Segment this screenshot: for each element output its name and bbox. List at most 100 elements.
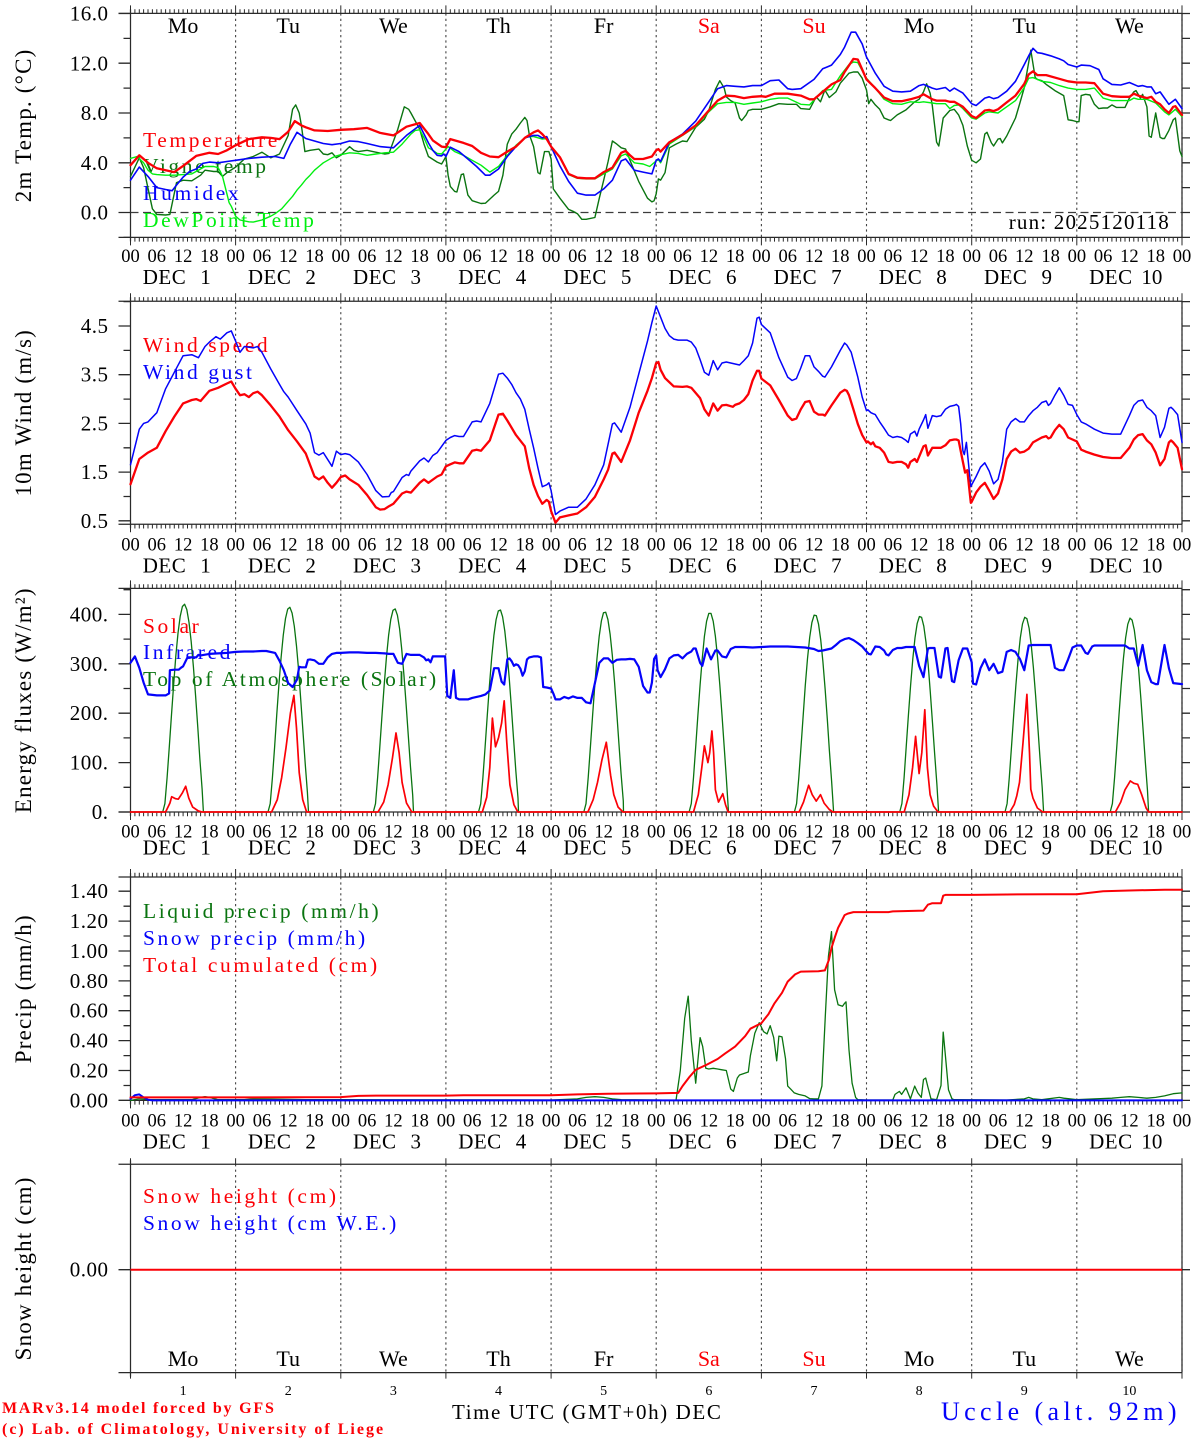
svg-text:18: 18 <box>936 535 955 555</box>
svg-text:2.5: 2.5 <box>81 411 109 435</box>
svg-text:06: 06 <box>358 823 377 843</box>
svg-text:18: 18 <box>1041 247 1060 267</box>
svg-text:0.60: 0.60 <box>70 999 109 1023</box>
svg-text:4: 4 <box>516 1130 527 1154</box>
svg-text:06: 06 <box>463 823 482 843</box>
svg-text:DEC: DEC <box>774 265 818 289</box>
svg-text:9: 9 <box>1021 1384 1028 1399</box>
svg-text:06: 06 <box>568 823 587 843</box>
svg-text:3: 3 <box>411 836 422 860</box>
svg-text:3: 3 <box>390 1384 397 1399</box>
svg-text:10m Wind (m/s): 10m Wind (m/s) <box>11 329 36 497</box>
svg-text:Snow height (cm): Snow height (cm) <box>11 1176 36 1360</box>
svg-text:9: 9 <box>1041 836 1052 860</box>
svg-text:We: We <box>379 1346 408 1371</box>
svg-text:4.5: 4.5 <box>81 314 109 338</box>
svg-text:0.80: 0.80 <box>70 969 109 993</box>
svg-text:18: 18 <box>1041 535 1060 555</box>
svg-text:18: 18 <box>1146 823 1165 843</box>
svg-text:00: 00 <box>962 247 981 267</box>
svg-text:00: 00 <box>857 247 876 267</box>
svg-text:12: 12 <box>489 535 508 555</box>
svg-text:12: 12 <box>805 823 824 843</box>
svg-text:Wind gust: Wind gust <box>143 360 255 384</box>
svg-text:18: 18 <box>1041 1112 1060 1132</box>
svg-text:18: 18 <box>516 247 535 267</box>
svg-text:12: 12 <box>279 823 298 843</box>
svg-text:Su: Su <box>802 13 825 38</box>
svg-text:00: 00 <box>647 823 666 843</box>
svg-text:3: 3 <box>411 554 422 578</box>
svg-text:06: 06 <box>778 535 797 555</box>
svg-text:1: 1 <box>200 1130 211 1154</box>
svg-text:18: 18 <box>831 247 850 267</box>
svg-text:06: 06 <box>673 823 692 843</box>
svg-text:Infrared: Infrared <box>143 640 233 664</box>
svg-text:5: 5 <box>621 265 632 289</box>
svg-text:12: 12 <box>384 535 403 555</box>
svg-text:00: 00 <box>121 1112 140 1132</box>
svg-text:12: 12 <box>384 1112 403 1132</box>
svg-text:DEC: DEC <box>879 1130 923 1154</box>
svg-text:06: 06 <box>463 535 482 555</box>
svg-text:06: 06 <box>884 535 903 555</box>
svg-text:18: 18 <box>200 247 219 267</box>
svg-text:9: 9 <box>1041 554 1052 578</box>
svg-text:DEC: DEC <box>563 1130 607 1154</box>
svg-text:5: 5 <box>600 1384 607 1399</box>
svg-text:DEC: DEC <box>879 554 923 578</box>
svg-text:12: 12 <box>700 823 719 843</box>
svg-text:4: 4 <box>516 836 527 860</box>
svg-text:18: 18 <box>936 823 955 843</box>
svg-text:Mo: Mo <box>904 13 935 38</box>
svg-text:DEC: DEC <box>984 554 1028 578</box>
svg-text:DEC: DEC <box>563 554 607 578</box>
svg-text:12: 12 <box>489 247 508 267</box>
svg-text:DEC: DEC <box>1089 265 1133 289</box>
svg-text:0.5: 0.5 <box>81 509 109 533</box>
svg-text:1: 1 <box>200 554 211 578</box>
svg-text:0.: 0. <box>92 800 109 824</box>
svg-text:06: 06 <box>253 247 272 267</box>
svg-text:12: 12 <box>700 247 719 267</box>
svg-text:7: 7 <box>831 265 842 289</box>
svg-text:06: 06 <box>253 1112 272 1132</box>
svg-text:18: 18 <box>831 1112 850 1132</box>
svg-text:8: 8 <box>936 265 947 289</box>
svg-text:DEC: DEC <box>458 1130 502 1154</box>
svg-text:00: 00 <box>542 823 561 843</box>
svg-text:00: 00 <box>1068 823 1087 843</box>
svg-text:18: 18 <box>410 247 429 267</box>
svg-text:06: 06 <box>568 535 587 555</box>
svg-text:00: 00 <box>437 247 456 267</box>
svg-text:7: 7 <box>831 1130 842 1154</box>
svg-text:12: 12 <box>700 535 719 555</box>
svg-text:0.00: 0.00 <box>70 1088 109 1112</box>
svg-text:12: 12 <box>910 247 929 267</box>
svg-text:1.20: 1.20 <box>70 909 109 933</box>
svg-text:06: 06 <box>148 247 167 267</box>
svg-text:12: 12 <box>279 1112 298 1132</box>
svg-text:18: 18 <box>621 535 640 555</box>
svg-text:DEC: DEC <box>669 554 713 578</box>
svg-text:DEC: DEC <box>1089 1130 1133 1154</box>
svg-text:10: 10 <box>1141 265 1162 289</box>
svg-text:00: 00 <box>857 535 876 555</box>
svg-text:00: 00 <box>962 535 981 555</box>
svg-text:06: 06 <box>884 247 903 267</box>
svg-text:MARv3.14 model forced by GFS: MARv3.14 model forced by GFS <box>2 1400 276 1417</box>
svg-text:18: 18 <box>516 1112 535 1132</box>
svg-text:00: 00 <box>1068 535 1087 555</box>
svg-text:Solar: Solar <box>143 614 201 638</box>
svg-text:0.20: 0.20 <box>70 1059 109 1083</box>
svg-text:Liquid precip (mm/h): Liquid precip (mm/h) <box>143 899 381 923</box>
svg-text:12: 12 <box>489 1112 508 1132</box>
svg-text:DEC: DEC <box>458 554 502 578</box>
svg-text:6: 6 <box>726 1130 737 1154</box>
svg-text:9: 9 <box>1041 1130 1052 1154</box>
svg-text:DEC: DEC <box>458 265 502 289</box>
svg-text:00: 00 <box>647 1112 666 1132</box>
svg-text:18: 18 <box>726 823 745 843</box>
svg-text:DEC: DEC <box>248 836 292 860</box>
svg-text:DEC: DEC <box>248 1130 292 1154</box>
